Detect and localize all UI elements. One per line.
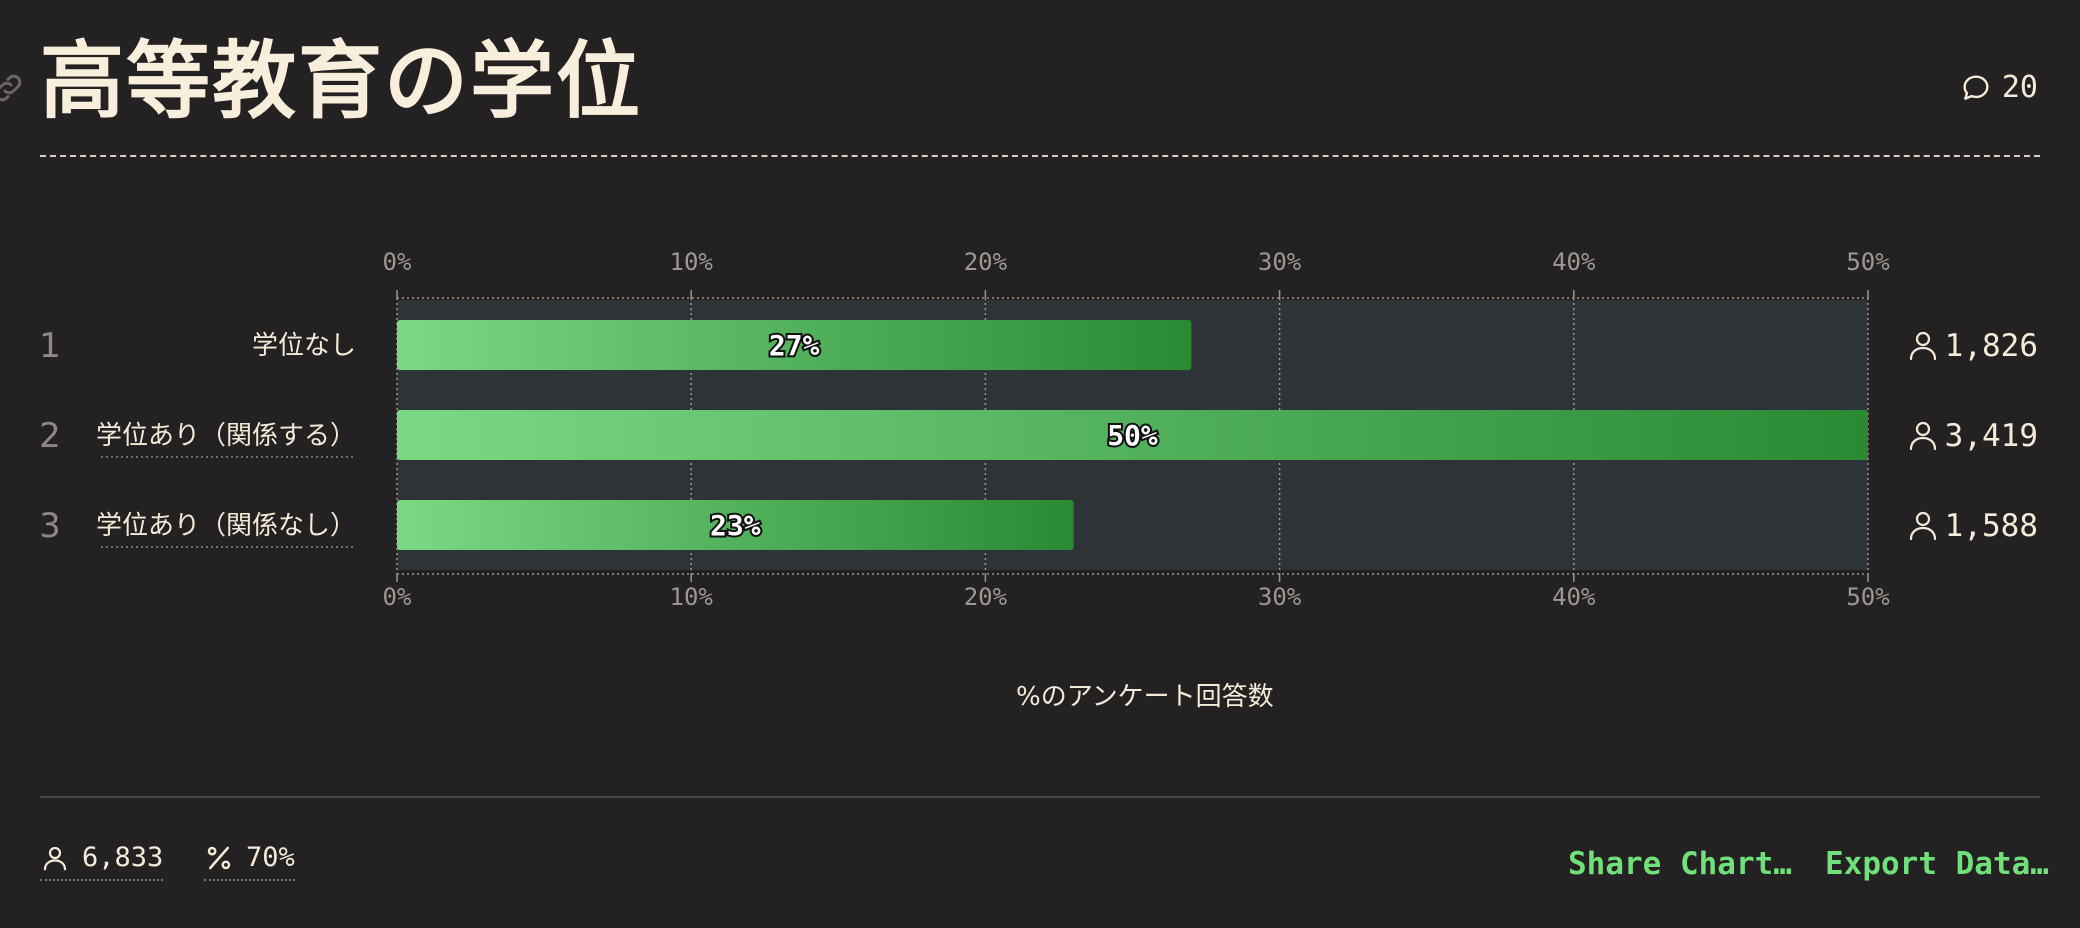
x-tick-label-top: 30%: [1258, 248, 1302, 276]
category-label[interactable]: 学位なし: [252, 331, 356, 361]
comments-button[interactable]: 20: [1960, 70, 2038, 105]
row-rank: 3: [39, 506, 61, 546]
link-icon[interactable]: [0, 70, 26, 106]
comment-icon: [1963, 74, 1989, 100]
person-icon: [1909, 421, 1937, 451]
respondent-count: 1,826: [1945, 328, 2038, 364]
total-respondents[interactable]: 6,833: [40, 842, 164, 881]
x-tick-label-bottom: 10%: [670, 583, 714, 611]
person-icon-body: [1909, 436, 1937, 451]
category-label[interactable]: 学位あり（関係する）: [96, 421, 356, 451]
x-tick-label-bottom: 40%: [1552, 583, 1596, 611]
total-respondents-value: 6,833: [82, 842, 164, 873]
person-icon: [1909, 331, 1937, 361]
response-rate[interactable]: 70%: [204, 842, 295, 881]
bar-value-label: 23%: [710, 509, 761, 542]
footer-divider: [40, 796, 2040, 798]
person-icon-body: [1909, 346, 1937, 361]
bar-value-label: 50%: [1107, 419, 1158, 452]
response-rate-value: 70%: [246, 842, 295, 873]
respondent-count: 3,419: [1945, 418, 2038, 454]
x-tick-label-bottom: 0%: [383, 583, 412, 611]
person-icon: [1909, 511, 1937, 541]
person-icon: [43, 846, 67, 870]
x-tick-label-top: 20%: [964, 248, 1008, 276]
x-tick-label-bottom: 50%: [1846, 583, 1890, 611]
x-tick-label-bottom: 30%: [1258, 583, 1302, 611]
person-icon-head: [1915, 511, 1931, 527]
x-tick-label-top: 50%: [1846, 248, 1890, 276]
person-icon-body: [1909, 526, 1937, 541]
bar[interactable]: [397, 410, 1868, 460]
export-data-link[interactable]: Export Data…: [1825, 846, 2049, 882]
bar-chart: 0% 0% 10% 10% 20% 20% 30% 30% 40% 40% 50% 50% 27% 1 学位…: [39, 248, 2038, 611]
x-tick-label-top: 40%: [1552, 248, 1596, 276]
bar[interactable]: [397, 320, 1192, 370]
comment-count: 20: [2001, 70, 2038, 105]
bar[interactable]: [397, 500, 1074, 550]
person-icon-head: [1915, 421, 1931, 437]
respondent-count: 1,588: [1945, 508, 2038, 544]
x-axis-label: %のアンケート回答数: [1016, 682, 1274, 712]
share-chart-link[interactable]: Share Chart…: [1568, 846, 1792, 882]
x-tick-label-top: 0%: [383, 248, 412, 276]
x-tick-label-top: 10%: [670, 248, 714, 276]
category-label[interactable]: 学位あり（関係なし）: [96, 511, 356, 541]
x-tick-label-bottom: 20%: [964, 583, 1008, 611]
person-icon-head: [1915, 331, 1931, 347]
title-divider: [40, 155, 2040, 157]
bar-value-label: 27%: [769, 329, 820, 362]
row-rank: 1: [39, 326, 61, 366]
page-title: 高等教育の学位: [40, 32, 643, 130]
percent-icon: [207, 846, 231, 869]
row-rank: 2: [39, 416, 61, 456]
